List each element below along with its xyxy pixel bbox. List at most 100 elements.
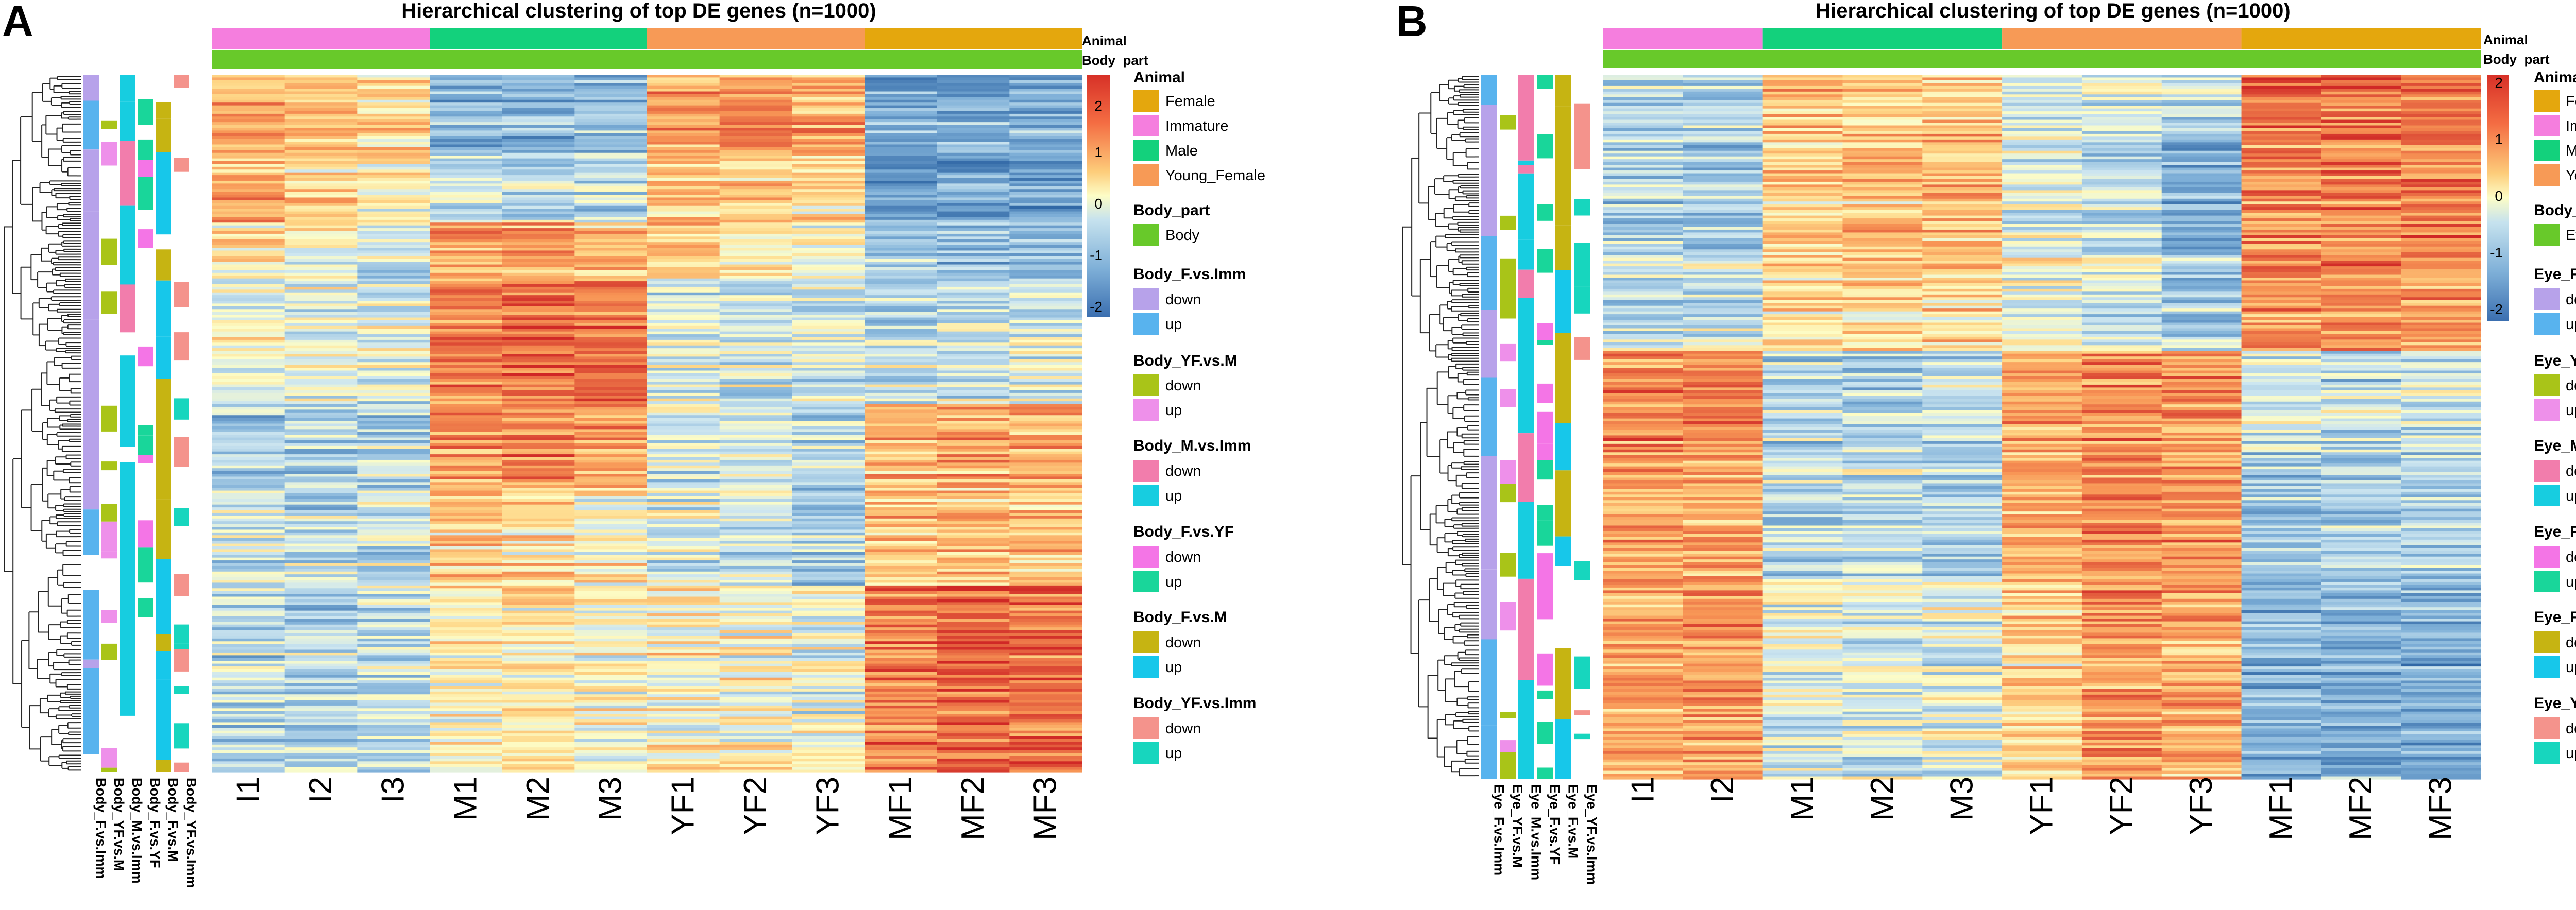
- heatmap-cell: [937, 493, 1010, 497]
- heatmap-cell: [647, 661, 720, 664]
- heatmap-cell: [865, 133, 938, 136]
- heatmap-cell: [1009, 708, 1082, 712]
- heatmap-cell: [1009, 264, 1082, 268]
- heatmap-cell: [1683, 77, 1764, 81]
- heatmap-cell: [430, 485, 503, 488]
- heatmap-cell: [719, 728, 792, 731]
- heatmap-cell: [284, 675, 358, 678]
- heatmap-cell: [719, 462, 792, 466]
- heatmap-cell: [719, 127, 792, 131]
- heatmap-cell: [937, 546, 1010, 550]
- heatmap-cell: [502, 426, 575, 430]
- heatmap-cell: [937, 91, 1010, 95]
- heatmap-cell: [1009, 680, 1082, 684]
- heatmap-cell: [357, 694, 430, 698]
- heatmap-cell: [865, 144, 938, 148]
- heatmap-cell: [357, 390, 430, 393]
- heatmap-cell: [357, 529, 430, 533]
- heatmap-cell: [647, 714, 720, 717]
- heatmap-cell: [574, 571, 648, 575]
- heatmap-cell: [574, 295, 648, 299]
- heatmap-cell: [865, 102, 938, 106]
- heatmap-cell: [574, 736, 648, 740]
- row-annotation-segment: [1574, 733, 1590, 740]
- heatmap-cell: [357, 652, 430, 656]
- row-annotation-segment: [1481, 377, 1497, 456]
- heatmap-cell: [792, 641, 865, 645]
- heatmap-cell: [212, 471, 285, 474]
- heatmap-cell: [1009, 142, 1082, 145]
- heatmap-cell: [284, 613, 358, 617]
- heatmap-cell: [937, 180, 1010, 184]
- heatmap-cell: [937, 619, 1010, 622]
- heatmap-cell: [284, 379, 358, 382]
- heatmap-cell: [212, 152, 285, 156]
- row-annotation-segment: [156, 249, 171, 281]
- heatmap-cell: [937, 468, 1010, 472]
- heatmap-cell: [212, 286, 285, 290]
- heatmap-cell: [865, 454, 938, 458]
- heatmap-cell: [937, 189, 1010, 193]
- heatmap-cell: [430, 663, 503, 667]
- heatmap-cell: [502, 77, 575, 81]
- heatmap-cell: [502, 529, 575, 533]
- heatmap-cell: [430, 677, 503, 681]
- row-annotation-segment: [1518, 502, 1534, 579]
- heatmap-cell: [212, 689, 285, 692]
- heatmap-cell: [719, 312, 792, 315]
- heatmap-cell: [357, 144, 430, 148]
- heatmap-cell: [212, 622, 285, 625]
- heatmap-cell: [284, 756, 358, 759]
- heatmap-cell: [719, 714, 792, 717]
- heatmap-cell: [284, 421, 358, 424]
- heatmap-cell: [647, 719, 720, 723]
- heatmap-cell: [1603, 83, 1684, 87]
- row-annotation-segment: [1537, 553, 1553, 585]
- legend-title: Body_YF.vs.M: [1133, 352, 1238, 369]
- heatmap-cell: [792, 753, 865, 757]
- heatmap-cell: [719, 262, 792, 265]
- heatmap-cell: [719, 97, 792, 100]
- heatmap-cell: [212, 719, 285, 723]
- heatmap-cell: [212, 543, 285, 547]
- heatmap-cell: [1009, 507, 1082, 511]
- heatmap-cell: [792, 705, 865, 709]
- heatmap-cell: [719, 337, 792, 340]
- heatmap-cell: [647, 147, 720, 150]
- heatmap-cell: [357, 663, 430, 667]
- heatmap-cell: [937, 700, 1010, 703]
- heatmap-cell: [792, 675, 865, 678]
- heatmap-cell: [865, 588, 938, 592]
- heatmap-cell: [212, 488, 285, 491]
- heatmap-cell: [1009, 560, 1082, 564]
- heatmap-cell: [212, 459, 285, 463]
- heatmap-cell: [284, 535, 358, 539]
- heatmap-cell: [792, 161, 865, 165]
- heatmap-cell: [719, 83, 792, 87]
- heatmap-cell: [430, 512, 503, 516]
- heatmap-cell: [937, 119, 1010, 123]
- heatmap-cell: [1009, 532, 1082, 536]
- heatmap-cell: [647, 312, 720, 315]
- heatmap-cell: [212, 320, 285, 323]
- heatmap-cell: [1009, 685, 1082, 689]
- heatmap-cell: [1922, 89, 2003, 92]
- heatmap-cell: [357, 527, 430, 530]
- heatmap-cell: [719, 622, 792, 625]
- heatmap-cell: [212, 222, 285, 226]
- heatmap-cell: [430, 443, 503, 447]
- heatmap-cell: [792, 286, 865, 290]
- heatmap-cell: [865, 563, 938, 566]
- heatmap-cell: [865, 725, 938, 728]
- panel-a-dendrogram: [4, 76, 81, 771]
- row-annotation-segment: [1500, 602, 1516, 631]
- heatmap-cell: [792, 225, 865, 229]
- heatmap-cell: [212, 454, 285, 458]
- heatmap-cell: [212, 758, 285, 762]
- heatmap-cell: [212, 624, 285, 628]
- heatmap-cell: [1009, 756, 1082, 759]
- heatmap-cell: [1009, 719, 1082, 723]
- heatmap-cell: [865, 490, 938, 494]
- heatmap-cell: [212, 574, 285, 578]
- row-annotation-segment: [1481, 725, 1497, 779]
